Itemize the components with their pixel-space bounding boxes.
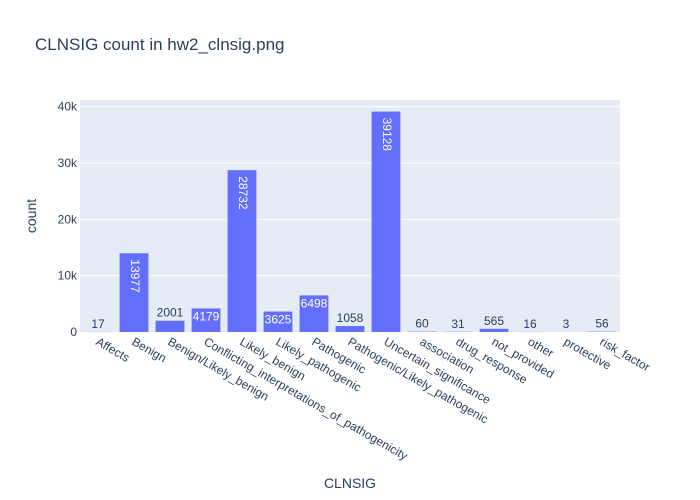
bar	[119, 253, 149, 332]
bar-value-label: 56	[595, 317, 609, 331]
bar-value-label: 60	[415, 317, 429, 331]
bar-value-label: 3	[563, 317, 570, 331]
bars	[83, 111, 617, 333]
gridlines	[80, 106, 620, 277]
bar-value-label: 31	[451, 317, 465, 331]
bar-value-label: 6498	[301, 296, 328, 310]
y-tick-label: 20k	[58, 212, 78, 226]
y-axis-ticks: 0 10k 20k 30k 40k	[58, 100, 78, 339]
bar	[371, 111, 401, 333]
bar	[479, 328, 509, 332]
bar-value-label: 39128	[380, 118, 394, 152]
chart-title: CLNSIG count in hw2_clnsig.png	[35, 35, 284, 54]
bar	[227, 170, 257, 332]
bar-value-label: 17	[91, 317, 105, 331]
bar	[263, 311, 293, 332]
bar-value-label: 13977	[128, 259, 142, 293]
bar	[155, 320, 185, 332]
bar-value-label: 3625	[265, 313, 292, 327]
x-axis-title: CLNSIG	[324, 475, 376, 491]
bar-value-label: 2001	[157, 306, 184, 320]
bar-value-label: 1058	[337, 311, 364, 325]
y-axis-title: count	[23, 199, 39, 233]
bar	[335, 326, 365, 332]
bar	[191, 308, 221, 332]
y-tick-label: 0	[70, 325, 77, 339]
plot-area	[80, 100, 620, 332]
bar-value-label: 565	[484, 314, 504, 328]
y-tick-label: 10k	[58, 269, 78, 283]
y-tick-label: 40k	[58, 100, 78, 114]
bar-value-labels: 17 13977 2001 4179 28732 3625 6498 1058 39128 60 3…	[91, 118, 609, 331]
bar-value-label: 28732	[236, 176, 250, 210]
bar-value-label: 16	[523, 317, 537, 331]
bar-value-label: 4179	[193, 309, 220, 323]
y-tick-label: 30k	[58, 156, 78, 170]
bar	[299, 295, 329, 332]
